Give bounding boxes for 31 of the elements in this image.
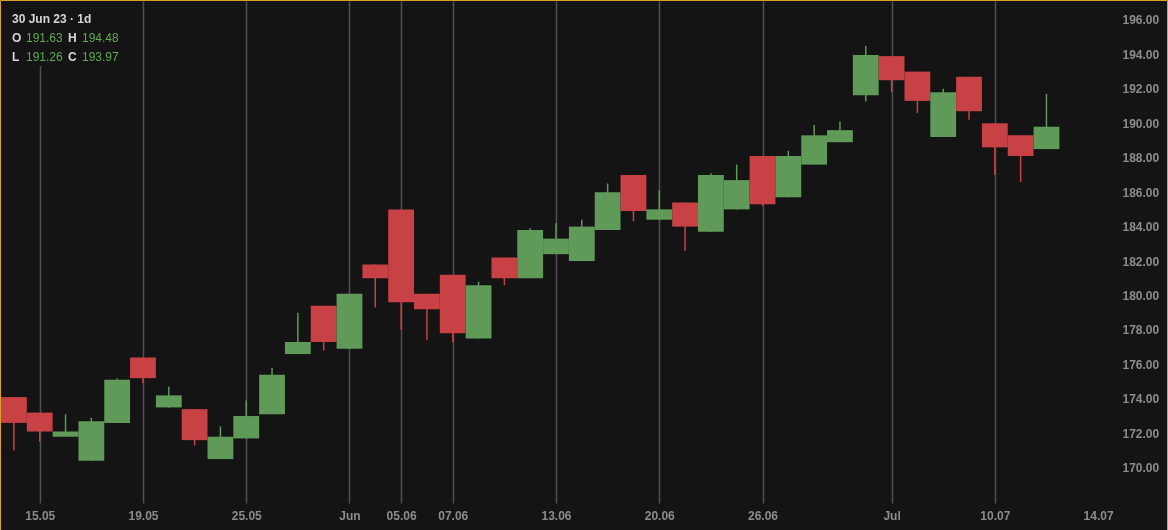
y-tick-label: 196.00 — [1122, 13, 1160, 28]
y-tick-label: 184.00 — [1122, 220, 1160, 235]
y-tick-label: 180.00 — [1122, 288, 1160, 303]
y-tick-label: 176.00 — [1122, 357, 1160, 372]
y-tick-label: 178.00 — [1122, 323, 1160, 338]
x-tick-label: 15.05 — [25, 508, 56, 523]
annotation: C 193.97 — [68, 50, 120, 64]
x-tick-label: Jun — [339, 508, 361, 523]
y-tick-label: 186.00 — [1122, 185, 1160, 200]
x-tick-label: 13.06 — [541, 508, 572, 523]
x-tick-label: 10.07 — [980, 508, 1011, 523]
x-tick-label: 26.06 — [748, 508, 779, 523]
x-tick-label: 25.05 — [231, 508, 263, 523]
y-tick-label: 182.00 — [1122, 254, 1160, 269]
x-tick-label: 14.07 — [1083, 508, 1114, 523]
x-tick-label: 07.06 — [438, 508, 469, 523]
y-tick-label: 170.00 — [1122, 461, 1160, 476]
y-tick-label: 172.00 — [1122, 426, 1160, 441]
y-tick-label: 190.00 — [1122, 116, 1160, 131]
x-tick-label: 20.06 — [644, 508, 676, 523]
y-tick-label: 174.00 — [1122, 392, 1160, 407]
y-tick-label: 192.00 — [1122, 82, 1160, 97]
x-tick-label: 19.05 — [128, 508, 159, 523]
annotation: O 191.63 — [12, 31, 64, 45]
y-tick-label: 188.00 — [1122, 151, 1160, 166]
annotation: H 194.48 — [68, 31, 120, 45]
y-tick-label: 194.00 — [1122, 47, 1160, 62]
annotation: L 191.26 — [12, 50, 64, 64]
x-tick-label: 05.06 — [386, 508, 417, 523]
x-tick-label: Jul — [883, 508, 901, 523]
text: 30 Jun 23 · 1d — [12, 12, 92, 26]
